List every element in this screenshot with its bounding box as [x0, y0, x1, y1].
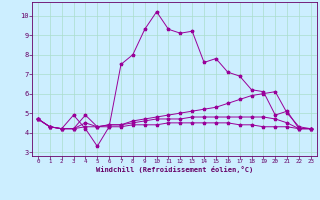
X-axis label: Windchill (Refroidissement éolien,°C): Windchill (Refroidissement éolien,°C) — [96, 166, 253, 173]
